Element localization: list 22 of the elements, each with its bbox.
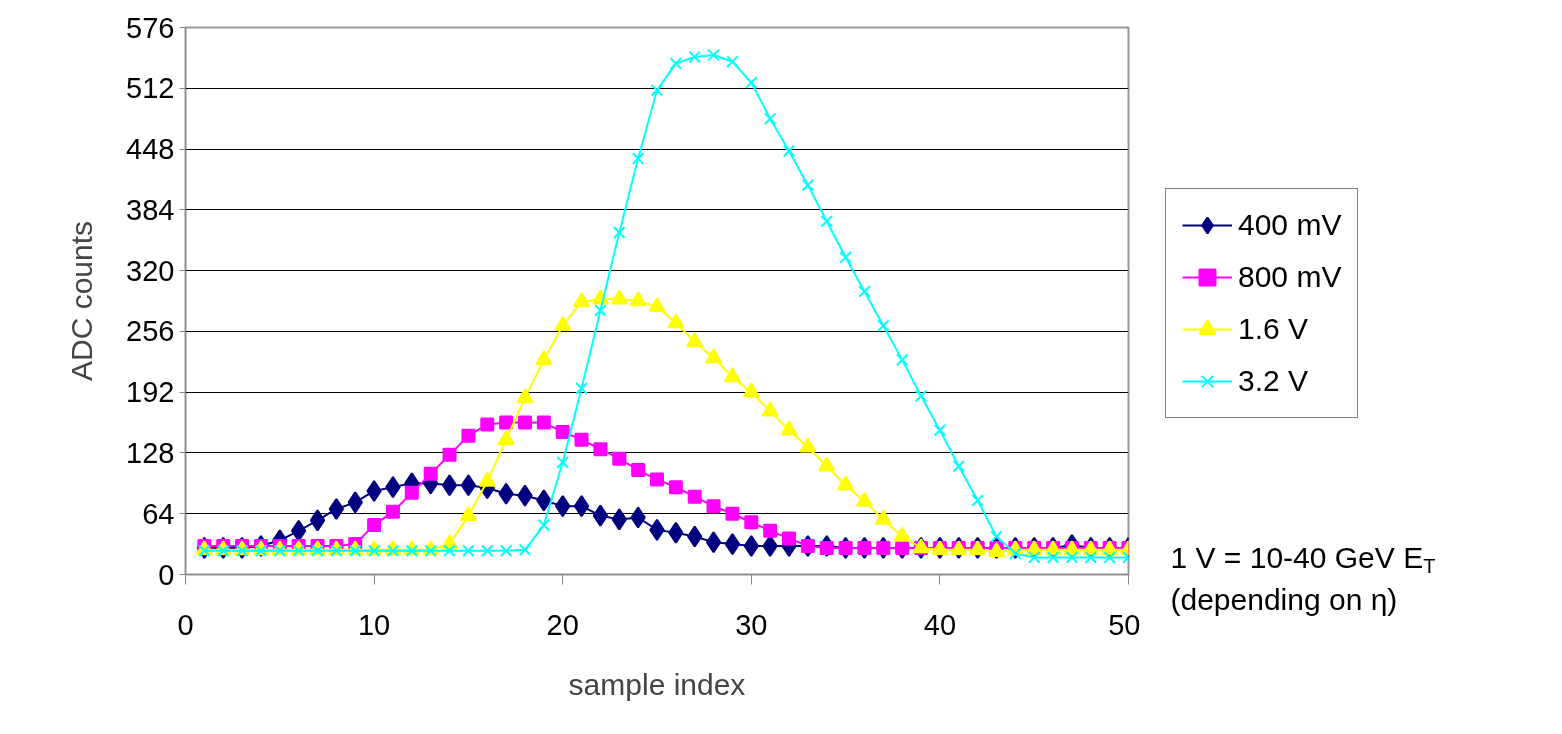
- y-tick-label: 128: [126, 436, 175, 469]
- y-tick-label: 512: [126, 72, 175, 105]
- legend-label: 800 mV: [1238, 259, 1342, 295]
- x-tick-label: 50: [1108, 608, 1141, 641]
- y-tick-label: 448: [126, 133, 175, 166]
- x-tick-label: 30: [735, 608, 768, 641]
- x-tick-label: 40: [923, 608, 957, 641]
- x-tick-label: 10: [357, 608, 391, 641]
- legend-label: 400 mV: [1238, 207, 1342, 243]
- y-tick-label: 320: [126, 254, 175, 287]
- y-tick-label: 384: [126, 193, 175, 226]
- y-tick-label: 192: [126, 376, 175, 409]
- y-axis-title: ADC counts: [65, 220, 99, 382]
- legend-label: 3.2 V: [1238, 363, 1309, 399]
- x-tick-label: 20: [546, 608, 579, 641]
- y-tick-label: 0: [158, 558, 175, 591]
- y-tick-label: 64: [142, 497, 175, 530]
- y-tick-label: 256: [126, 315, 175, 348]
- x-axis-title: sample index: [568, 667, 746, 701]
- text: (depending on η): [1170, 583, 1398, 616]
- legend-label: 1.6 V: [1238, 311, 1309, 347]
- y-tick-label: 576: [126, 11, 175, 44]
